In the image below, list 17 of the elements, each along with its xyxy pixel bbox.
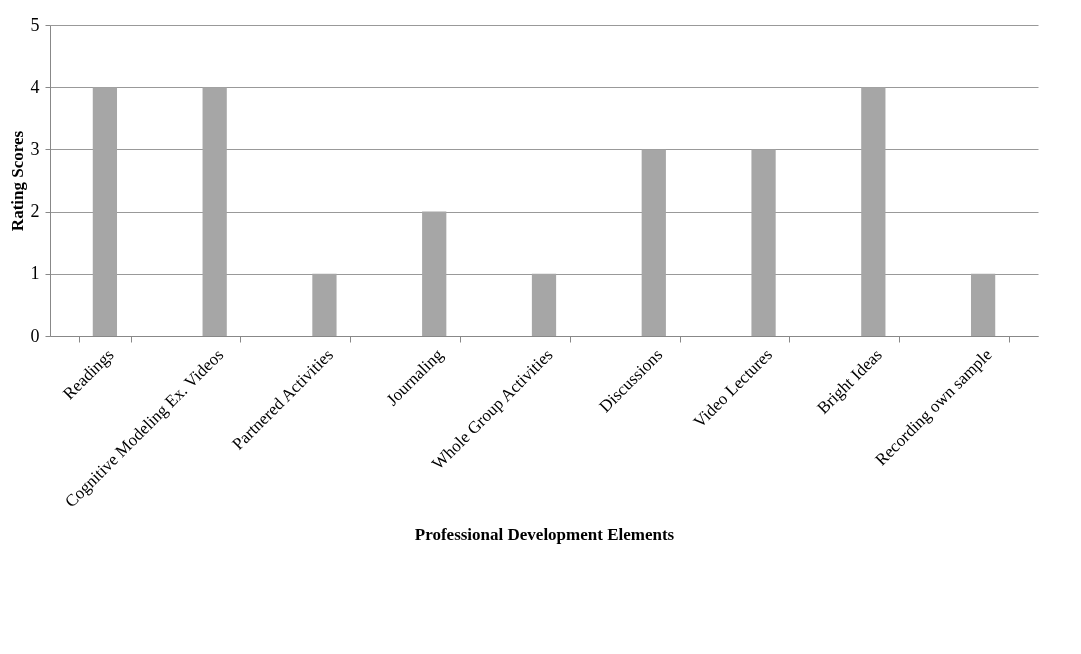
- x-axis-title: Professional Development Elements: [414, 524, 675, 544]
- bar: [92, 87, 118, 336]
- bar: [970, 273, 996, 336]
- bar: [751, 149, 776, 336]
- bar: [422, 211, 447, 336]
- y-tick-label: 4: [30, 76, 40, 97]
- bar: [202, 87, 227, 336]
- y-tick-label: 1: [30, 263, 40, 284]
- bar: [531, 273, 557, 336]
- y-tick-label: 5: [30, 14, 40, 35]
- y-axis-title: Rating Scores: [7, 130, 27, 232]
- y-tick-label: 3: [30, 138, 40, 159]
- bar: [312, 273, 337, 336]
- y-tick-label: 0: [30, 325, 40, 346]
- y-tick-label: 2: [30, 201, 40, 222]
- bar: [861, 87, 886, 336]
- bar: [641, 149, 666, 336]
